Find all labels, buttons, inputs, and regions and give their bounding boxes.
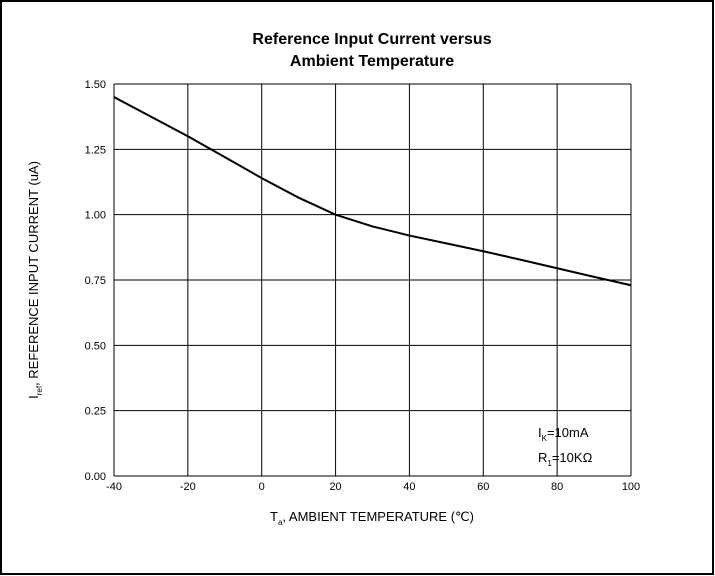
annotation-sub: K: [542, 434, 548, 443]
annotation-rest: =10KΩ: [552, 450, 593, 465]
annotation-main: R: [538, 450, 547, 465]
x-tick-label: 60: [477, 481, 489, 493]
y-tick-label: 1.50: [85, 79, 106, 91]
x-axis-label: Ta, AMBIENT TEMPERATURE (℃): [270, 509, 474, 527]
y-tick-label: 0.00: [85, 471, 106, 483]
x-axis-label-sub: a: [278, 518, 283, 527]
x-tick-label: 100: [622, 481, 640, 493]
x-axis-label-rest: , AMBIENT TEMPERATURE (℃): [282, 509, 474, 524]
chart-title: Reference Input Current versus: [252, 31, 491, 48]
x-tick-label: 20: [329, 481, 341, 493]
y-tick-label: 1.25: [85, 144, 106, 156]
y-tick-label: 0.25: [85, 406, 106, 418]
y-tick-label: 0.75: [85, 275, 106, 287]
annotation-main: I: [538, 425, 542, 440]
y-tick-label: 0.50: [85, 340, 106, 352]
x-axis-label-main: T: [270, 509, 278, 524]
x-tick-label: 80: [551, 481, 563, 493]
annotation-rest: =10mA: [547, 425, 589, 440]
x-tick-label: 0: [259, 481, 265, 493]
y-axis-label: Iref, REFERENCE INPUT CURRENT (uA): [26, 161, 44, 399]
y-axis-label-rest: , REFERENCE INPUT CURRENT (uA): [26, 161, 41, 386]
x-tick-label: 40: [403, 481, 415, 493]
y-tick-label: 1.00: [85, 210, 106, 222]
annotation-sub: 1: [547, 459, 552, 468]
y-axis-label-sub: ref: [35, 385, 44, 395]
data-line: [113, 96, 632, 287]
chart-title: Ambient Temperature: [290, 53, 454, 70]
annotation: R1=10KΩ: [538, 450, 593, 468]
x-tick-label: -40: [106, 481, 122, 493]
x-tick-label: -20: [180, 481, 196, 493]
y-axis-label-main: I: [26, 395, 41, 399]
